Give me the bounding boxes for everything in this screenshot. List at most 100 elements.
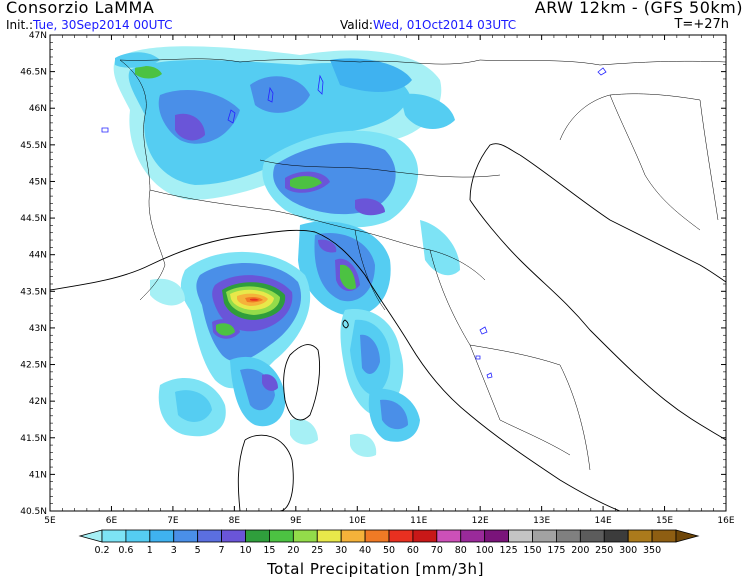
lat-label: 45N [29, 177, 47, 187]
colorbar-min-arrow [78, 529, 103, 543]
lat-label: 46.5N [20, 68, 47, 78]
precip-tyrrhenian [340, 309, 420, 442]
borders [119, 58, 726, 471]
forecast-step: T=+27h [674, 17, 729, 32]
colorbar-max-arrow [675, 529, 700, 543]
lon-label: 7E [167, 516, 179, 526]
lat-label: 46N [29, 104, 47, 114]
map-frame [49, 34, 727, 512]
colorbar-level: 0.6 [118, 545, 133, 556]
colorbar-swatch [340, 529, 366, 543]
lon-label: 16E [717, 516, 734, 526]
colorbar-level: 1 [147, 545, 153, 556]
latitude-axis: 47N 46.5N 46N 45.5N 45N 44.5N 44N 43.5N 43N 42.5N… [20, 31, 726, 517]
lat-label: 47N [29, 31, 47, 41]
lakes [101, 67, 607, 379]
colorbar-level: 40 [359, 545, 371, 556]
lat-label: 44N [29, 251, 47, 261]
colorbar-level: 10 [239, 545, 251, 556]
colorbar-swatch [364, 529, 390, 543]
colorbar-swatch [579, 529, 605, 543]
colorbar-level: 175 [547, 545, 565, 556]
precip-sardinia [158, 356, 286, 437]
colorbar-level: 5 [195, 545, 201, 556]
lon-label: 14E [595, 516, 612, 526]
colorbar-level: 70 [431, 545, 443, 556]
colorbar-swatch [484, 529, 509, 543]
colorbar-level: 0.2 [94, 545, 109, 556]
colorbar-swatch [269, 529, 294, 543]
colorbar-swatch [627, 529, 653, 543]
colorbar-swatch [460, 529, 486, 543]
colorbar-swatch [221, 529, 246, 543]
lat-label: 45.5N [20, 141, 47, 151]
lon-label: 6E [106, 516, 118, 526]
lat-label: 43.5N [20, 287, 47, 297]
lat-label: 40.5N [20, 507, 47, 517]
lon-label: 13E [533, 516, 550, 526]
lat-label: 42N [29, 397, 47, 407]
precip-corsica-core [180, 251, 311, 389]
colorbar-level: 80 [455, 545, 467, 556]
colorbar-swatch [197, 529, 222, 543]
lon-label: 10E [349, 516, 366, 526]
lon-label: 8E [229, 516, 241, 526]
colorbar-level: 150 [523, 545, 541, 556]
init-value: Tue, 30Sep2014 00UTC [33, 18, 173, 32]
colorbar-swatch [651, 529, 677, 543]
model-title: ARW 12km - (GFS 50km) [534, 0, 743, 17]
colorbar-level: 50 [383, 545, 395, 556]
colorbar-level: 300 [619, 545, 637, 556]
precip-edges [150, 220, 460, 457]
colorbar-level: 3 [171, 545, 177, 556]
precip-tuscany [298, 221, 391, 316]
lon-label: 9E [290, 516, 302, 526]
colorbar-swatch [149, 529, 175, 543]
lat-label: 44.5N [20, 214, 47, 224]
init-line: Init.:Tue, 30Sep2014 00UTC [6, 18, 172, 32]
lat-label: 43N [29, 324, 47, 334]
colorbar-level: 60 [407, 545, 419, 556]
colorbar-level: 100 [476, 545, 494, 556]
colorbar-level: 125 [500, 545, 518, 556]
colorbar-swatch [556, 529, 581, 543]
colorbar-level: 200 [571, 545, 589, 556]
lat-label: 41.5N [20, 434, 47, 444]
colorbar-swatch [388, 529, 414, 543]
precip-alps [113, 46, 442, 200]
valid-label: Valid: [340, 18, 373, 32]
colorbar-swatch [412, 529, 438, 543]
colorbar-swatch [532, 529, 557, 543]
colorbar-swatch [101, 529, 127, 543]
colorbar-swatch [436, 529, 462, 543]
valid-line: Valid:Wed, 01Oct2014 03UTC [340, 18, 516, 32]
colorbar-level: 25 [311, 545, 323, 556]
lat-label: 42.5N [20, 361, 47, 371]
colorbar-level: 7 [219, 545, 225, 556]
lon-label: 11E [410, 516, 427, 526]
longitude-axis: 5E 6E 7E 8E 9E 10E 11E 12E 13E 14E 15E 16E [44, 35, 735, 526]
colorbar-swatch [508, 529, 533, 543]
colorbar-swatch [603, 529, 629, 543]
precip-field [113, 46, 460, 457]
colorbar: 0.2 0.6 1 3 5 7 10 15 20 25 30 40 50 60 70 80 100 125 150 1… [78, 529, 700, 556]
valid-value: Wed, 01Oct2014 03UTC [372, 18, 517, 32]
colorbar-level: 30 [335, 545, 347, 556]
lon-label: 5E [44, 516, 56, 526]
colorbar-swatch [125, 529, 151, 543]
colorbar-swatch [245, 529, 270, 543]
colorbar-swatch [292, 529, 318, 543]
colorbar-level: 250 [595, 545, 613, 556]
colorbar-swatch [173, 529, 199, 543]
init-label: Init.: [6, 18, 34, 32]
precip-po [262, 93, 455, 228]
colorbar-level: 15 [263, 545, 275, 556]
colorbar-title: Total Precipitation [mm/3h] [267, 560, 484, 578]
lat-label: 41N [29, 470, 47, 480]
coastlines [50, 143, 726, 511]
source-title: Consorzio LaMMA [6, 0, 155, 17]
colorbar-level: 20 [287, 545, 299, 556]
colorbar-level: 350 [643, 545, 661, 556]
lon-label: 15E [656, 516, 673, 526]
